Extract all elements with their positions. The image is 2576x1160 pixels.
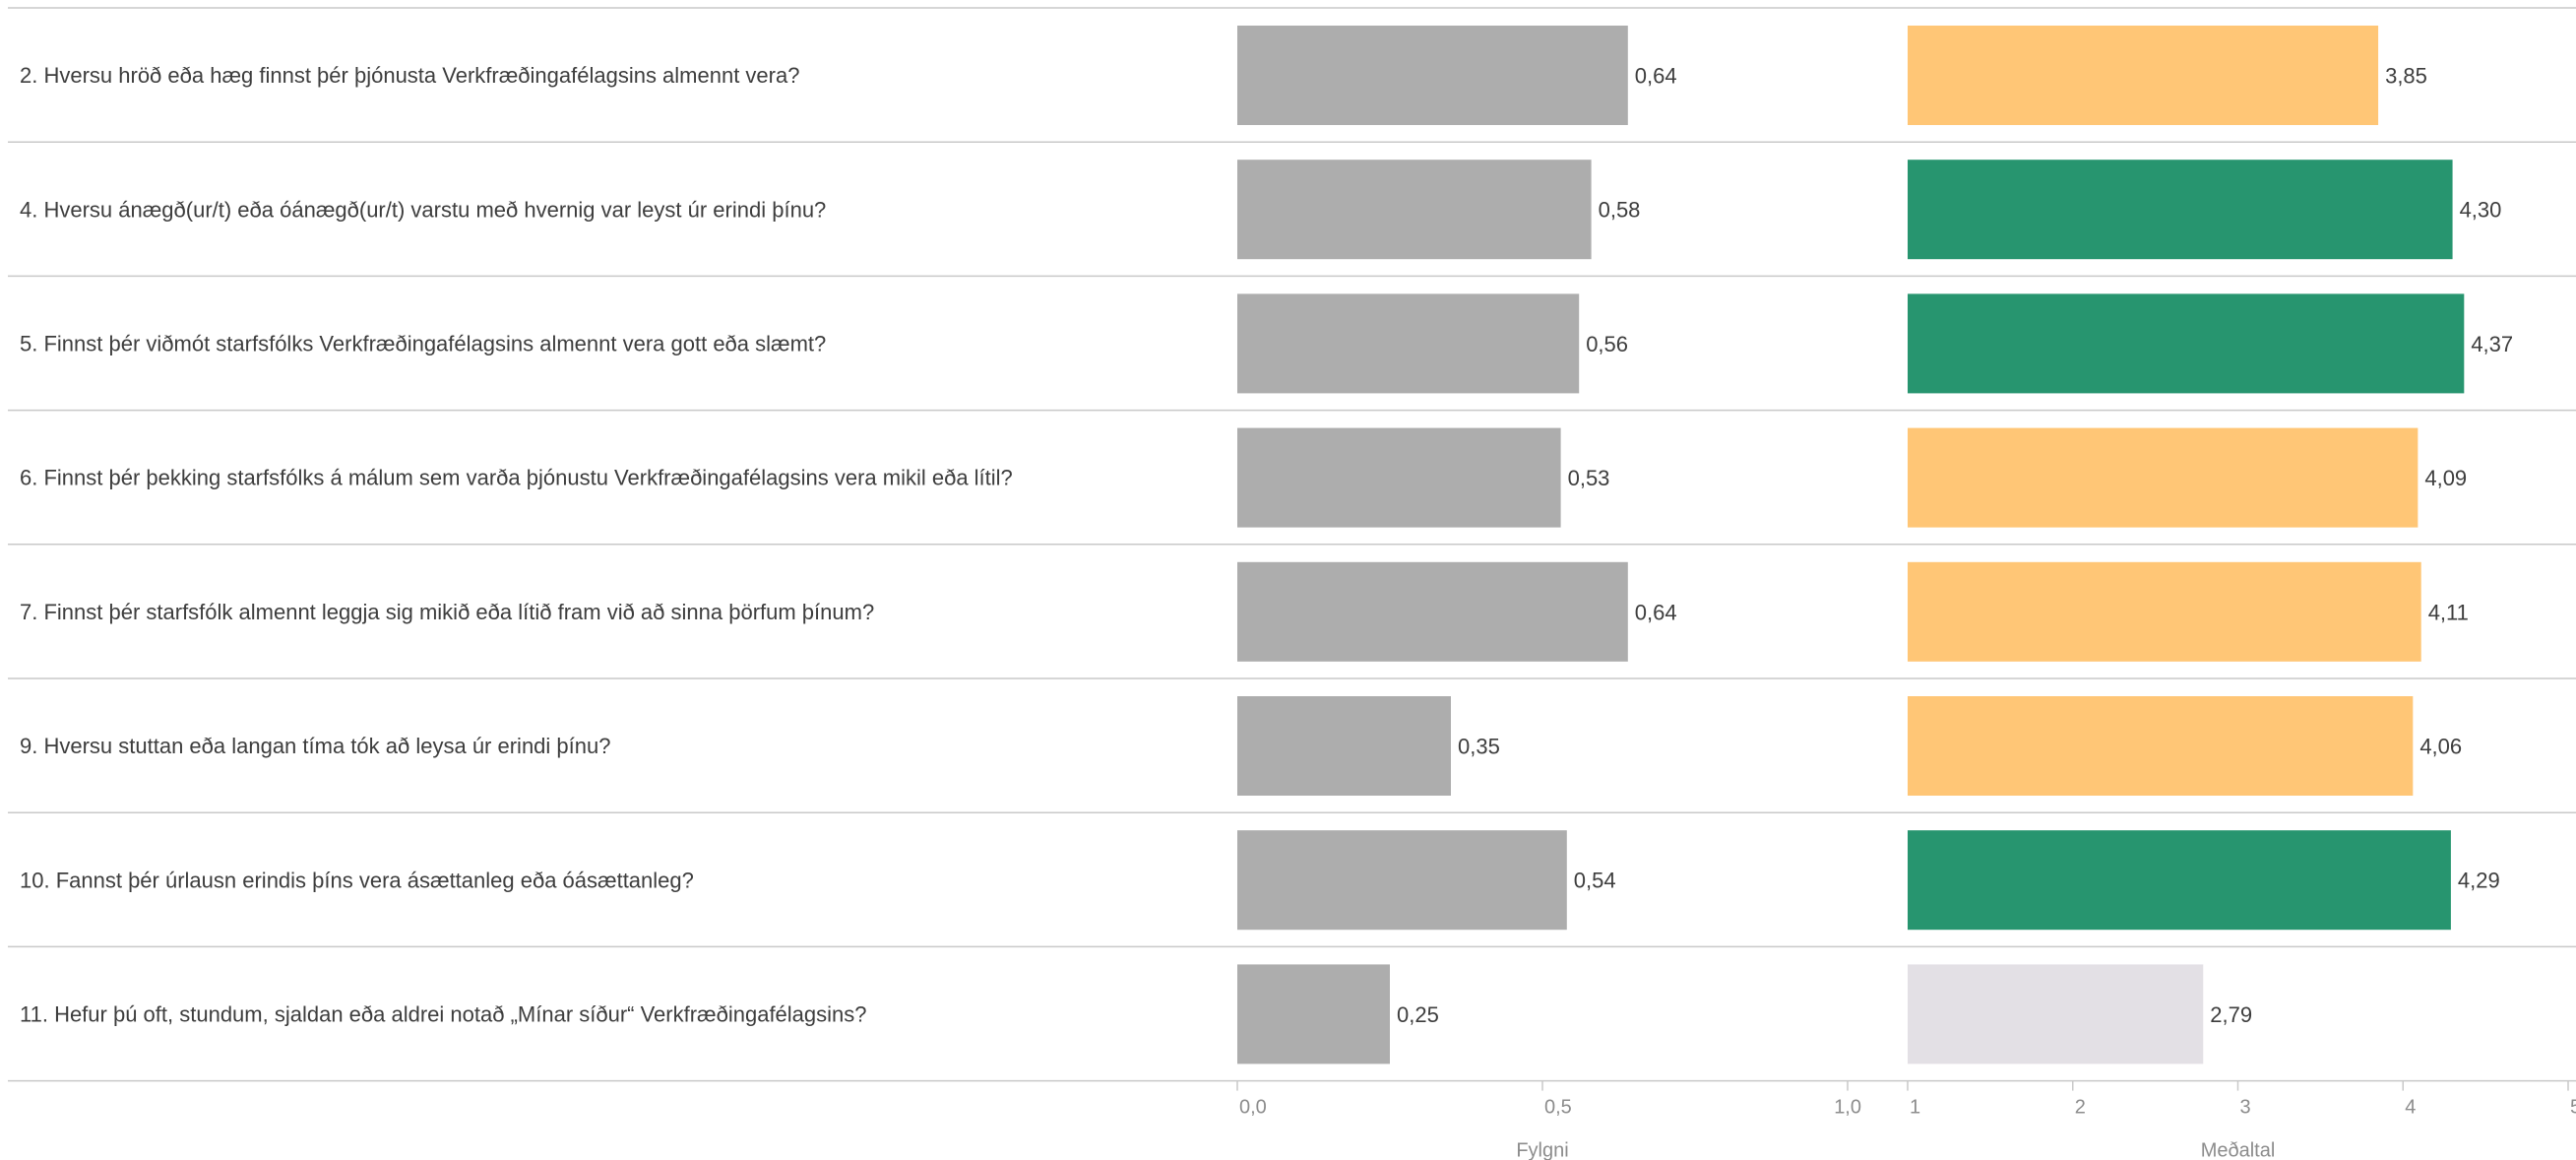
bar [1237, 964, 1390, 1064]
question-label: 2. Hversu hröð eða hæg finnst þér þjónus… [20, 63, 799, 88]
data-label: 4,09 [2424, 466, 2467, 490]
tick-label: 1 [1910, 1097, 1920, 1119]
data-label: 0,64 [1635, 600, 1677, 624]
bar [1237, 561, 1628, 662]
data-label: 0,25 [1397, 1002, 1439, 1027]
bar [1908, 26, 2379, 125]
data-label: 4,29 [2458, 869, 2500, 893]
bar [1908, 696, 2414, 796]
bar [1908, 830, 2451, 931]
axis-title: Meðaltal [2201, 1140, 2276, 1160]
question-label: 6. Finnst þér þekking starfsfólks á málu… [20, 466, 1013, 490]
tick-label: 0,0 [1239, 1097, 1267, 1119]
data-label: 4,11 [2428, 600, 2469, 624]
axis-title: Fylgni [1516, 1140, 1568, 1160]
question-label: 11. Hefur þú oft, stundum, sjaldan eða a… [20, 1002, 867, 1027]
tick-label: 4 [2405, 1097, 2416, 1119]
bar [1908, 561, 2421, 662]
data-label: 0,53 [1568, 466, 1610, 490]
bar [1908, 160, 2453, 260]
bar [1237, 696, 1451, 796]
tick-label: 1,0 [1834, 1097, 1861, 1119]
data-label: 4,37 [2471, 332, 2513, 356]
bar [1908, 427, 2419, 528]
data-label: 0,56 [1586, 332, 1628, 356]
question-label: 4. Hversu ánægð(ur/t) eða óánægð(ur/t) v… [20, 197, 826, 222]
data-label: 0,35 [1458, 735, 1500, 759]
bar [1237, 160, 1592, 260]
question-label: 10. Fannst þér úrlausn erindis þíns vera… [20, 868, 694, 892]
question-label: 5. Finnst þér viðmót starfsfólks Verkfræ… [20, 332, 826, 356]
bar [1237, 427, 1561, 528]
tick-label: 3 [2240, 1097, 2251, 1119]
bar [1908, 964, 2204, 1064]
question-label: 7. Finnst þér starfsfólk almennt leggja … [20, 600, 874, 624]
data-label: 0,58 [1599, 198, 1641, 223]
data-label: 4,30 [2460, 198, 2502, 223]
bar [1908, 293, 2465, 394]
data-label: 3,85 [2385, 64, 2427, 89]
tick-label: 5 [2570, 1097, 2576, 1119]
data-label: 2,79 [2210, 1002, 2252, 1027]
bar [1237, 26, 1628, 125]
tick-label: 2 [2075, 1097, 2086, 1119]
bar [1237, 293, 1580, 394]
data-label: 0,64 [1635, 64, 1677, 89]
tick-label: 0,5 [1544, 1097, 1572, 1119]
bar [1237, 830, 1567, 931]
question-label: 9. Hversu stuttan eða langan tíma tók að… [20, 734, 610, 758]
data-label: 4,06 [2419, 735, 2462, 759]
data-label: 0,54 [1574, 869, 1616, 893]
